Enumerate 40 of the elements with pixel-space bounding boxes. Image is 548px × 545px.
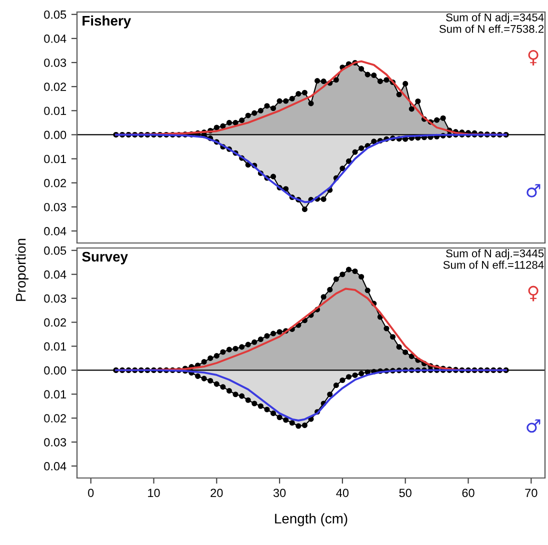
y-tick-label: 0.04: [44, 34, 66, 43]
annotation: Sum of N eff.=7538.2: [439, 24, 544, 33]
text: ♀: [528, 50, 538, 66]
x-tick-label: 20: [210, 488, 223, 498]
annotation: Sum of N eff.=11284: [443, 260, 544, 269]
y-tick-label: 0.04: [44, 462, 66, 470]
y-tick-label: 0.02: [44, 318, 66, 327]
y-tick-label: 0.04: [44, 227, 66, 236]
x-tick-label: 60: [462, 488, 474, 498]
y-tick-label: 0.02: [44, 82, 66, 91]
y-tick-label: 0.03: [44, 58, 66, 67]
text: ♂: [526, 419, 540, 433]
y-tick-label: 0.05: [44, 246, 66, 255]
chart-title: Fishery: [82, 15, 132, 28]
annotation: Sum of N adj.=3445: [446, 249, 544, 260]
x-tick-label: 30: [273, 488, 286, 498]
x-tick-label: 10: [148, 488, 160, 498]
x-tick-label: 0: [88, 488, 94, 498]
y-tick-label: 0.02: [44, 178, 66, 188]
y-tick-label: 0.04: [44, 270, 66, 279]
text: ♂: [526, 184, 540, 198]
y-tick-label: 0.03: [44, 438, 66, 446]
y-axis-title: Proportion: [16, 238, 28, 301]
annotation: Sum of N adj.=3454: [446, 13, 544, 24]
y-tick-label: 0.01: [44, 154, 66, 164]
y-tick-label: 0.05: [44, 10, 66, 19]
y-tick-label: 0.01: [44, 390, 66, 399]
y-tick-label: 0.03: [44, 294, 66, 303]
y-tick-label: 0.00: [44, 366, 66, 375]
y-tick-label: 0.00: [44, 130, 66, 140]
y-tick-label: 0.01: [44, 342, 66, 351]
y-tick-label: 0.01: [44, 106, 66, 116]
x-axis-title: Length (cm): [275, 513, 348, 526]
x-tick-label: 40: [336, 488, 349, 498]
x-tick-label: 70: [525, 488, 538, 498]
y-tick-label: 0.03: [44, 202, 66, 212]
x-tick-label: 50: [399, 488, 412, 498]
y-tick-label: 0.02: [44, 414, 66, 422]
chart-title: Survey: [82, 252, 128, 264]
text: ♀: [528, 286, 538, 302]
